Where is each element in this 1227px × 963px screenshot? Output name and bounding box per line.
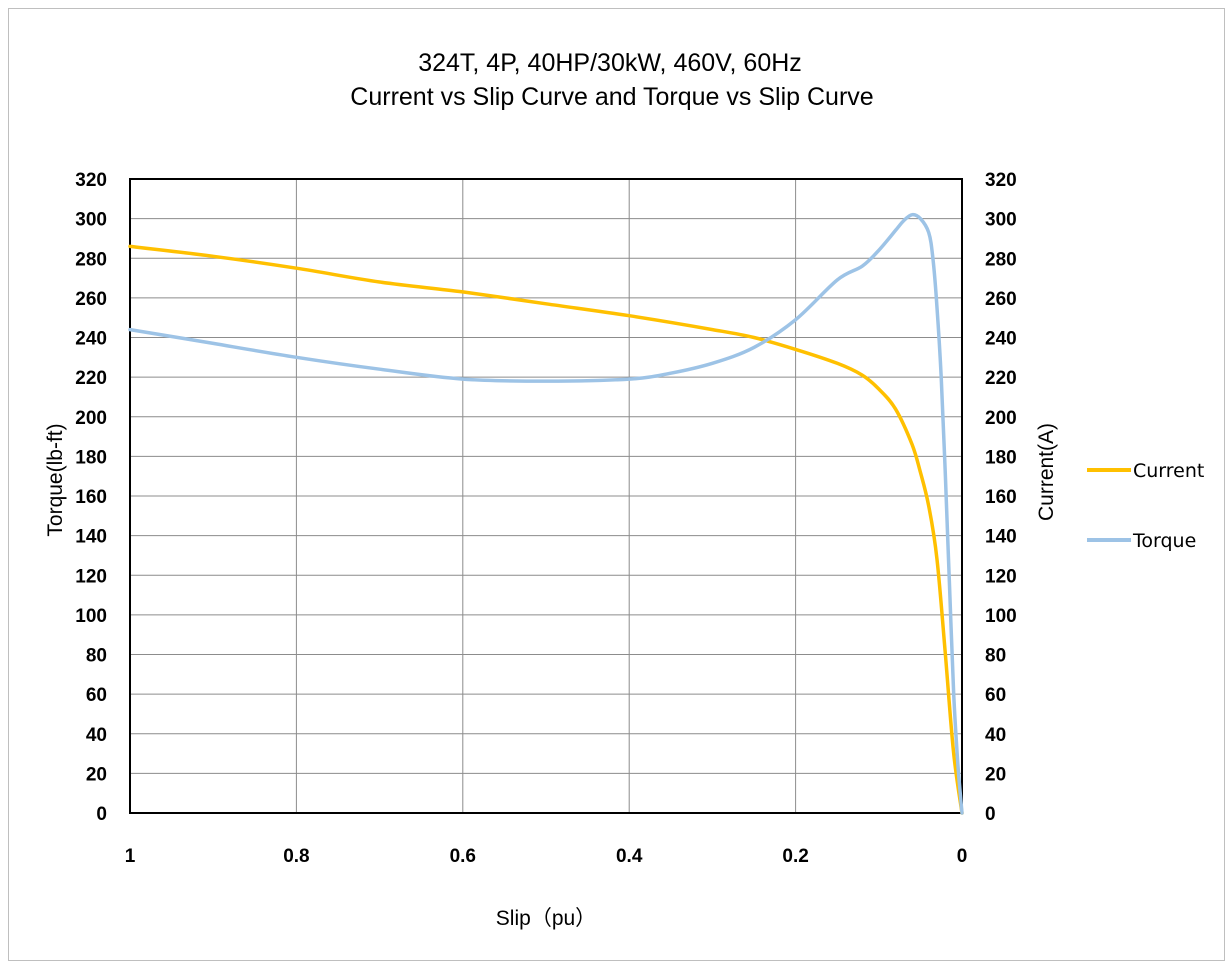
left-axis-ticks: 0 20 40 60 80 100 120 140 160 180 200 220 240 260 280 3… <box>75 170 107 825</box>
grid-lines <box>129 178 963 814</box>
y-tick-label-left: 140 <box>75 527 107 548</box>
y-tick-label-right: 60 <box>985 685 1006 706</box>
y-tick-label-left: 240 <box>75 329 107 350</box>
x-tick-label: 0.2 <box>782 846 808 867</box>
legend-label-torque: Torque <box>1132 530 1196 552</box>
y-tick-label-right: 40 <box>985 725 1006 746</box>
y-tick-label-left: 200 <box>75 408 107 429</box>
y-tick-label-right: 0 <box>985 804 996 825</box>
y-tick-label-left: 260 <box>75 289 107 310</box>
y-tick-label-right: 260 <box>985 289 1017 310</box>
series-line-current <box>128 244 964 815</box>
y-tick-label-right: 160 <box>985 487 1017 508</box>
legend-label-current: Current <box>1133 460 1204 482</box>
x-tick-label: 0.8 <box>283 846 309 867</box>
y-tick-label-left: 180 <box>75 447 107 468</box>
y-axis-label-left: Torque(lb-ft) <box>44 423 67 536</box>
y-tick-label-right: 320 <box>985 170 1017 191</box>
y-tick-label-left: 40 <box>86 725 107 746</box>
y-tick-label-right: 120 <box>985 566 1017 587</box>
y-tick-label-right: 200 <box>985 408 1017 429</box>
y-tick-label-left: 320 <box>75 170 107 191</box>
x-tick-label: 0 <box>957 846 968 867</box>
y-tick-label-right: 240 <box>985 329 1017 350</box>
x-tick-label: 1 <box>125 846 136 867</box>
y-tick-label-right: 80 <box>985 646 1006 667</box>
y-tick-label-left: 280 <box>75 249 107 270</box>
y-tick-label-left: 220 <box>75 368 107 389</box>
y-tick-label-left: 160 <box>75 487 107 508</box>
series-layer <box>128 212 964 815</box>
y-tick-label-right: 280 <box>985 249 1017 270</box>
y-tick-label-right: 220 <box>985 368 1017 389</box>
x-tick-label: 0.6 <box>450 846 476 867</box>
y-tick-label-left: 100 <box>75 606 107 627</box>
x-axis-ticks: 1 0.8 0.6 0.4 0.2 0 <box>125 846 968 867</box>
chart-frame <box>8 8 1225 961</box>
y-tick-label-right: 180 <box>985 447 1017 468</box>
right-axis-ticks: 0 20 40 60 80 100 120 140 160 180 200 220 240 260 280 3… <box>985 170 1017 825</box>
legend: Current Torque <box>1087 460 1204 552</box>
y-tick-label-right: 300 <box>985 210 1017 231</box>
y-axis-label-right: Current(A) <box>1035 423 1058 521</box>
y-tick-label-right: 140 <box>985 527 1017 548</box>
chart-subtitle: Current vs Slip Curve and Torque vs Slip… <box>350 83 873 111</box>
series-line-torque <box>128 212 964 815</box>
y-tick-label-left: 300 <box>75 210 107 231</box>
y-tick-label-left: 20 <box>86 764 107 785</box>
plot-area <box>129 178 963 814</box>
y-tick-label-left: 80 <box>86 646 107 667</box>
x-tick-label: 0.4 <box>616 846 643 867</box>
y-tick-label-right: 20 <box>985 764 1006 785</box>
y-tick-label-left: 120 <box>75 566 107 587</box>
chart-title: 324T, 4P, 40HP/30kW, 460V, 60Hz <box>418 49 802 77</box>
y-tick-label-left: 0 <box>96 804 107 825</box>
x-axis-label: Slip（pu） <box>496 907 596 930</box>
y-tick-label-left: 60 <box>86 685 107 706</box>
y-tick-label-right: 100 <box>985 606 1017 627</box>
